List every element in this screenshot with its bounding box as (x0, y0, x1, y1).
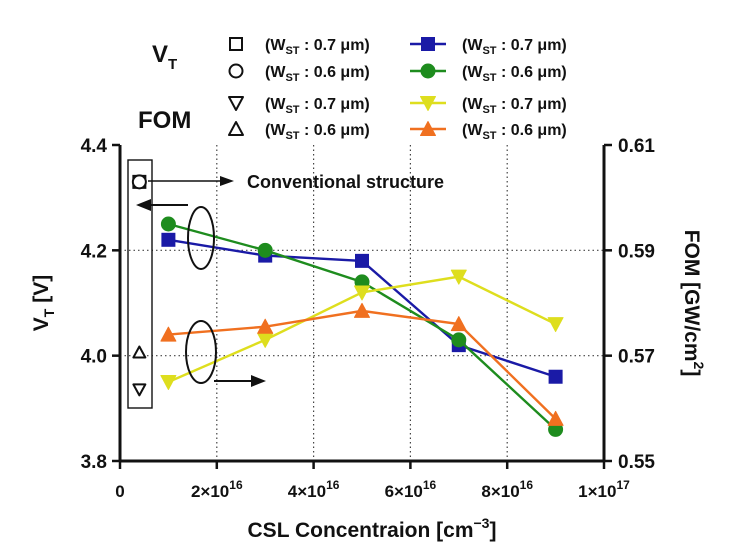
y-left-tick-label: 3.8 (81, 452, 107, 473)
legend-marker-4 (420, 121, 436, 136)
y-right-tick-label: 0.55 (618, 452, 655, 473)
legend-marker-1 (421, 37, 435, 51)
vt-group-ellipse (187, 206, 215, 270)
conv-arrow-head (220, 176, 234, 186)
fom-group-ellipse (185, 320, 217, 384)
data-point-3 (450, 269, 467, 285)
data-point-3 (257, 332, 274, 348)
data-point-2 (160, 216, 176, 232)
legend-hollow-marker-3 (228, 96, 244, 111)
data-point-1 (548, 369, 563, 384)
legend-series-label-4: (WST : 0.6 μm) (462, 122, 567, 142)
y-axis-right-label: FOM [GW/cm2] (680, 230, 707, 377)
x-tick-label: 0 (115, 482, 124, 501)
data-point-2 (451, 332, 467, 348)
data-point-4 (450, 316, 467, 332)
conventional-box (127, 159, 153, 409)
x-tick-label: 8×1016 (481, 478, 533, 501)
data-point-3 (160, 375, 177, 390)
conv-point-fom-06 (132, 345, 147, 359)
data-point-3 (547, 317, 564, 333)
x-axis-label: CSL Concentraion [cm−3] (248, 515, 497, 542)
data-point-4 (354, 302, 370, 318)
data-point-4 (160, 326, 177, 342)
x-tick-label: 1×1017 (578, 478, 630, 501)
axes: 0 2×1016 4×1016 6×1016 8×1016 1×1017 3.8 4.0 4.2… (81, 136, 656, 501)
legend-marker-2 (420, 63, 436, 79)
legend-hollow-marker-1 (229, 37, 243, 51)
data-point-4 (547, 410, 564, 426)
y-right-tick-label: 0.59 (618, 241, 655, 262)
legend-series-label-3: (WST : 0.7 μm) (462, 96, 567, 116)
legend-marker-3 (420, 96, 436, 111)
legend: VT FOM (WST : 0.7 μm) (WST : 0.7 μm) (WST : … (138, 37, 567, 142)
legend-conv-label-2: (WST : 0.6 μm) (265, 64, 370, 84)
x-tick-label: 2×1016 (191, 478, 243, 501)
y-right-tick-label: 0.57 (618, 347, 655, 368)
conv-point-vt-06 (131, 174, 147, 190)
y-left-tick-label: 4.2 (81, 241, 107, 262)
conventional-label: Conventional structure (247, 172, 444, 192)
legend-conv-label-3: (WST : 0.7 μm) (265, 96, 370, 116)
y-left-tick-label: 4.4 (81, 136, 108, 157)
legend-series-label-1: (WST : 0.7 μm) (462, 37, 567, 57)
legend-group-vt: VT (152, 41, 177, 73)
data-point-4 (257, 318, 274, 334)
conventional-annotation: Conventional structure (127, 159, 444, 409)
y-left-tick-label: 4.0 (81, 347, 107, 368)
data-point-2 (257, 242, 273, 258)
y-axis-left-label: VT [V] (30, 275, 57, 331)
legend-hollow-marker-2 (228, 63, 244, 79)
legend-conv-label-4: (WST : 0.6 μm) (265, 122, 370, 142)
legend-series-label-2: (WST : 0.6 μm) (462, 64, 567, 84)
data-point-1 (161, 232, 176, 247)
legend-group-fom: FOM (138, 107, 191, 134)
fom-arrow-head (251, 375, 266, 387)
conv-point-fom-07 (132, 383, 147, 397)
vt-arrow-head (136, 199, 151, 211)
data-point-3 (354, 285, 370, 301)
legend-conv-label-1: (WST : 0.7 μm) (265, 37, 370, 57)
legend-hollow-marker-4 (228, 121, 244, 136)
x-tick-label: 6×1016 (385, 478, 437, 501)
x-tick-label: 4×1016 (288, 478, 340, 501)
series-line-4 (168, 309, 557, 420)
data-point-1 (355, 253, 369, 268)
series-layer (160, 216, 564, 437)
y-right-tick-label: 0.61 (618, 136, 655, 157)
